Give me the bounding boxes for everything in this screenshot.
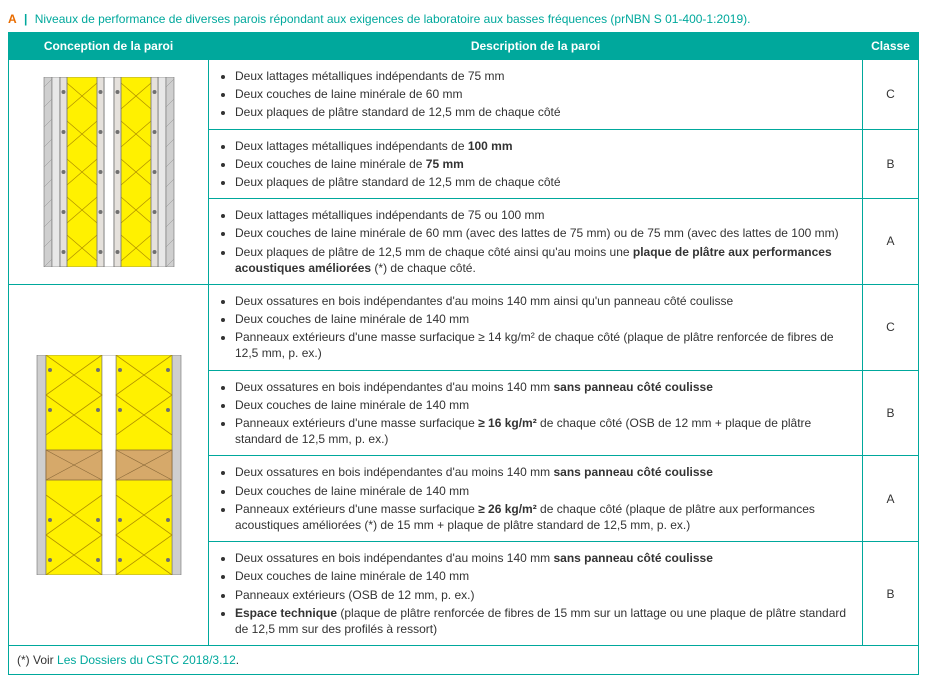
- classe-cell: A: [863, 199, 919, 285]
- description-item: Deux plaques de plâtre standard de 12,5 …: [235, 174, 854, 190]
- description-item: Deux couches de laine minérale de 60 mm: [235, 86, 854, 102]
- description-cell: Deux lattages métalliques indépendants d…: [209, 129, 863, 199]
- description-item: Deux couches de laine minérale de 140 mm: [235, 311, 854, 327]
- classe-cell: A: [863, 456, 919, 542]
- description-item: Deux couches de laine minérale de 140 mm: [235, 397, 854, 413]
- classe-cell: B: [863, 370, 919, 456]
- classe-cell: C: [863, 60, 919, 130]
- header-description: Description de la paroi: [209, 33, 863, 60]
- description-item: Deux lattages métalliques indépendants d…: [235, 138, 854, 154]
- description-item: Deux couches de laine minérale de 60 mm …: [235, 225, 854, 241]
- diagram-cell-wood: [9, 284, 209, 645]
- table-caption: A | Niveaux de performance de diverses p…: [8, 8, 919, 32]
- description-item: Espace technique (plaque de plâtre renfo…: [235, 605, 854, 637]
- footnote-link[interactable]: Les Dossiers du CSTC 2018/3.12: [57, 653, 236, 667]
- description-item: Deux ossatures en bois indépendantes d'a…: [235, 550, 854, 566]
- description-item: Deux ossatures en bois indépendantes d'a…: [235, 464, 854, 480]
- performance-table: Conception de la paroi Description de la…: [8, 32, 919, 675]
- description-cell: Deux lattages métalliques indépendants d…: [209, 60, 863, 130]
- caption-separator: |: [24, 12, 27, 26]
- header-classe: Classe: [863, 33, 919, 60]
- description-item: Deux couches de laine minérale de 75 mm: [235, 156, 854, 172]
- footnote-suffix: .: [236, 653, 239, 667]
- classe-cell: C: [863, 284, 919, 370]
- description-item: Deux couches de laine minérale de 140 mm: [235, 483, 854, 499]
- description-item: Panneaux extérieurs d'une masse surfaciq…: [235, 329, 854, 361]
- description-item: Deux couches de laine minérale de 140 mm: [235, 568, 854, 584]
- table-row: Deux lattages métalliques indépendants d…: [9, 60, 919, 130]
- caption-text: Niveaux de performance de diverses paroi…: [35, 12, 751, 26]
- description-item: Deux ossatures en bois indépendantes d'a…: [235, 293, 854, 309]
- caption-label: A: [8, 12, 17, 26]
- description-item: Deux lattages métalliques indépendants d…: [235, 207, 854, 223]
- table-row: Deux ossatures en bois indépendantes d'a…: [9, 284, 919, 370]
- description-item: Panneaux extérieurs (OSB de 12 mm, p. ex…: [235, 587, 854, 603]
- header-conception: Conception de la paroi: [9, 33, 209, 60]
- description-cell: Deux ossatures en bois indépendantes d'a…: [209, 542, 863, 646]
- footnote-prefix: (*) Voir: [17, 653, 57, 667]
- description-cell: Deux ossatures en bois indépendantes d'a…: [209, 370, 863, 456]
- wood-partition-icon: [19, 355, 199, 575]
- footnote-row: (*) Voir Les Dossiers du CSTC 2018/3.12.: [9, 646, 919, 675]
- description-cell: Deux ossatures en bois indépendantes d'a…: [209, 456, 863, 542]
- description-item: Deux plaques de plâtre standard de 12,5 …: [235, 104, 854, 120]
- description-cell: Deux lattages métalliques indépendants d…: [209, 199, 863, 285]
- description-item: Deux ossatures en bois indépendantes d'a…: [235, 379, 854, 395]
- description-item: Panneaux extérieurs d'une masse surfaciq…: [235, 501, 854, 533]
- footnote-cell: (*) Voir Les Dossiers du CSTC 2018/3.12.: [9, 646, 919, 675]
- metal-partition-icon: [24, 77, 194, 267]
- diagram-cell-metal: [9, 60, 209, 285]
- description-item: Panneaux extérieurs d'une masse surfaciq…: [235, 415, 854, 447]
- description-item: Deux lattages métalliques indépendants d…: [235, 68, 854, 84]
- description-item: Deux plaques de plâtre de 12,5 mm de cha…: [235, 244, 854, 276]
- classe-cell: B: [863, 542, 919, 646]
- classe-cell: B: [863, 129, 919, 199]
- description-cell: Deux ossatures en bois indépendantes d'a…: [209, 284, 863, 370]
